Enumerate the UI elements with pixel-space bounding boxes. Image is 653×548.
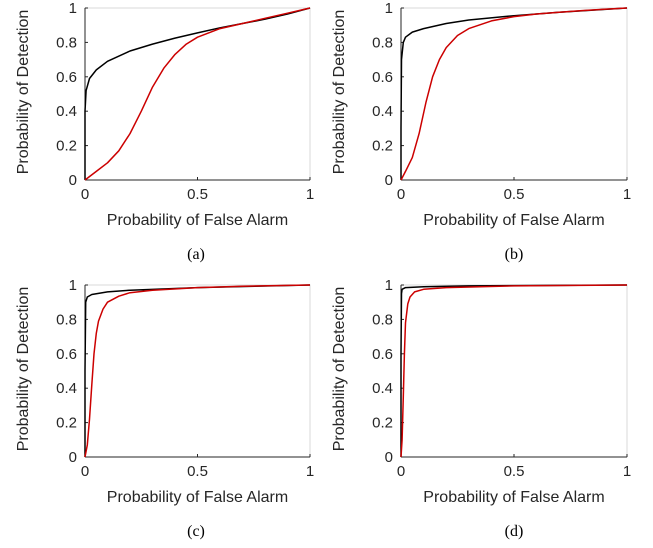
y-tick-label: 0.4 xyxy=(372,103,393,120)
x-axis-label: Probability of False Alarm xyxy=(423,212,604,229)
y-tick-label: 0.2 xyxy=(372,415,393,432)
x-tick-label: 1 xyxy=(623,186,631,203)
y-tick-label: 0.4 xyxy=(56,380,77,397)
series-line-2 xyxy=(84,7,311,181)
y-tick-label: 0 xyxy=(385,449,393,466)
y-tick-label: 0.6 xyxy=(372,346,393,363)
x-tick-label: 0.5 xyxy=(504,186,525,203)
series-line-1 xyxy=(84,7,311,180)
y-tick-label: 1 xyxy=(69,0,77,17)
x-tick-label: 0.5 xyxy=(504,463,525,480)
x-tick-label: 0 xyxy=(397,186,405,203)
series-line-1 xyxy=(84,284,311,457)
y-tick-label: 0.6 xyxy=(56,346,77,363)
series-line-2 xyxy=(84,284,311,458)
panel-caption: (d) xyxy=(505,523,524,540)
roc-panel-3: 0 0.5 1 0 0.2 0.4 0.6 0.8 1 Probability of False … xyxy=(15,277,314,540)
y-tick-label: 1 xyxy=(385,0,393,17)
x-tick-label: 1 xyxy=(306,186,314,203)
y-tick-label: 0.6 xyxy=(372,69,393,86)
y-axis-label: Probability of Detection xyxy=(331,10,348,175)
x-tick-label: 0 xyxy=(81,463,89,480)
x-axis-label: Probability of False Alarm xyxy=(107,212,288,229)
y-tick-label: 0.2 xyxy=(56,138,77,155)
y-tick-label: 0.8 xyxy=(372,311,393,328)
roc-panel-2: 0 0.5 1 0 0.2 0.4 0.6 0.8 1 Probability of False … xyxy=(331,0,631,263)
series-line-1 xyxy=(400,7,628,180)
plot-frame xyxy=(84,284,311,458)
y-tick-label: 0.6 xyxy=(56,69,77,86)
y-axis-label: Probability of Detection xyxy=(331,287,348,452)
y-tick-label: 0.8 xyxy=(56,311,77,328)
y-tick-label: 1 xyxy=(385,277,393,294)
x-axis-label: Probability of False Alarm xyxy=(107,489,288,506)
y-tick-label: 0.4 xyxy=(56,103,77,120)
panel-caption: (a) xyxy=(187,246,205,263)
x-axis-label: Probability of False Alarm xyxy=(423,489,604,506)
x-tick-label: 0 xyxy=(397,463,405,480)
plot-frame xyxy=(400,284,628,458)
y-tick-label: 0.4 xyxy=(372,380,393,397)
y-tick-label: 0 xyxy=(69,172,77,189)
y-tick-label: 0.8 xyxy=(56,34,77,51)
y-tick-label: 0.2 xyxy=(56,415,77,432)
y-axis-label: Probability of Detection xyxy=(15,287,32,452)
roc-panel-4: 0 0.5 1 0 0.2 0.4 0.6 0.8 1 Probability of False … xyxy=(331,277,631,540)
y-tick-label: 0.2 xyxy=(372,138,393,155)
plot-frame xyxy=(84,7,311,181)
y-axis-label: Probability of Detection xyxy=(15,10,32,175)
x-tick-label: 1 xyxy=(623,463,631,480)
plot-frame xyxy=(400,7,628,181)
x-tick-label: 0 xyxy=(81,186,89,203)
y-tick-label: 1 xyxy=(69,277,77,294)
panel-caption: (c) xyxy=(187,523,205,540)
y-tick-label: 0.8 xyxy=(372,34,393,51)
series-line-2 xyxy=(400,7,628,181)
y-tick-label: 0 xyxy=(69,449,77,466)
y-tick-label: 0 xyxy=(385,172,393,189)
x-tick-label: 0.5 xyxy=(187,463,208,480)
x-tick-label: 0.5 xyxy=(187,186,208,203)
x-tick-label: 1 xyxy=(306,463,314,480)
series-line-1 xyxy=(400,284,628,457)
panel-caption: (b) xyxy=(505,246,524,263)
roc-panel-1: 0 0.5 1 0 0.2 0.4 0.6 0.8 1 Probability of False … xyxy=(15,0,314,263)
series-line-2 xyxy=(400,284,628,458)
